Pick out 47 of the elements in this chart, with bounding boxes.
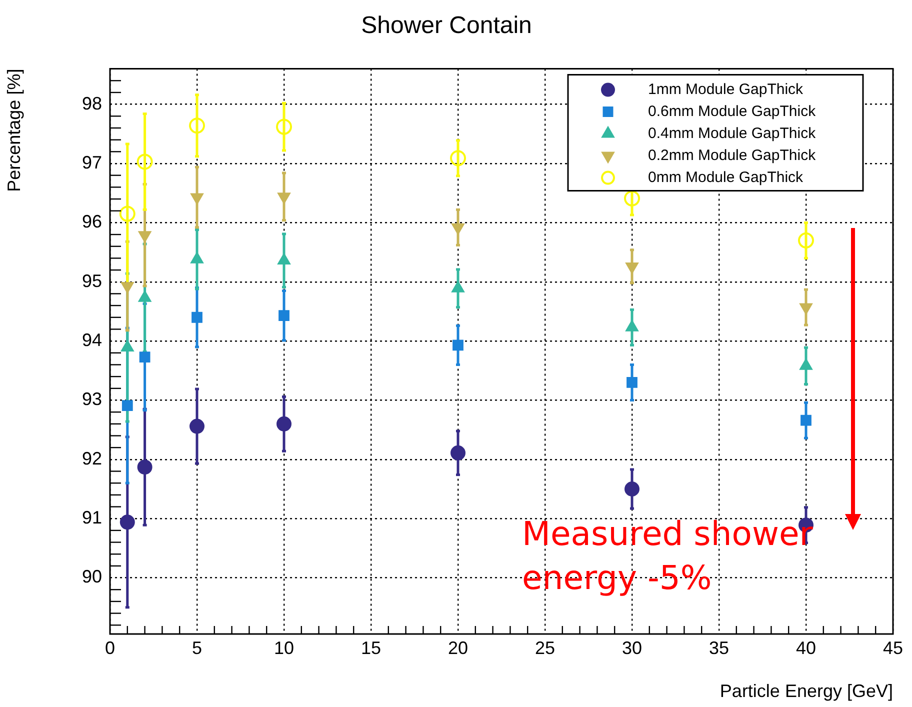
point (450, 150, 466, 166)
y-tick-label: 95 (82, 270, 102, 291)
x-tick-label: 25 (534, 638, 556, 658)
legend-label: 0mm Module GapThick (648, 168, 804, 186)
x-tick-label: 10 (274, 638, 294, 658)
x-tick-label: 40 (796, 638, 816, 658)
legend-label: 1mm Module GapThick (648, 80, 804, 98)
point (624, 482, 640, 496)
point (626, 377, 638, 388)
point (276, 118, 292, 135)
y-tick-label: 97 (82, 152, 102, 172)
point (450, 445, 466, 460)
y-tick-label: 96 (82, 212, 102, 232)
chart-title: Shower Contain (361, 12, 532, 40)
x-tick-label: 20 (448, 638, 468, 658)
x-tick-label: 5 (192, 638, 202, 658)
point (624, 190, 640, 206)
point (137, 460, 152, 475)
point (120, 514, 135, 530)
y-tick-label: 92 (82, 448, 102, 468)
y-tick-label: 91 (82, 508, 102, 528)
point (119, 206, 136, 222)
point (798, 232, 814, 248)
point (276, 416, 292, 432)
point (136, 154, 153, 170)
x-axis-title: Particle Energy [GeV] (720, 681, 893, 702)
point (122, 400, 133, 412)
y-tick-label: 93 (82, 389, 102, 410)
x-tick-label: 30 (622, 638, 642, 658)
legend-label: 0.2mm Module GapThick (648, 146, 816, 164)
point (139, 352, 150, 362)
point (192, 312, 202, 323)
point (452, 340, 464, 351)
x-tick-label: 15 (360, 638, 382, 658)
x-tick-label: 0 (104, 638, 116, 658)
x-tick-label: 35 (708, 638, 730, 658)
x-tick-label: 45 (882, 638, 904, 658)
y-tick-label: 90 (82, 566, 102, 587)
legend-label: 0.4mm Module GapThick (648, 124, 816, 142)
point (190, 418, 204, 434)
point (800, 414, 812, 426)
y-tick-label: 94 (82, 330, 102, 350)
point (189, 118, 205, 134)
y-axis-title: Percentage [%] (4, 68, 24, 192)
y-tick-label: 98 (82, 93, 102, 114)
point (278, 310, 290, 322)
legend-label: 0.6mm Module GapThick (648, 102, 816, 120)
